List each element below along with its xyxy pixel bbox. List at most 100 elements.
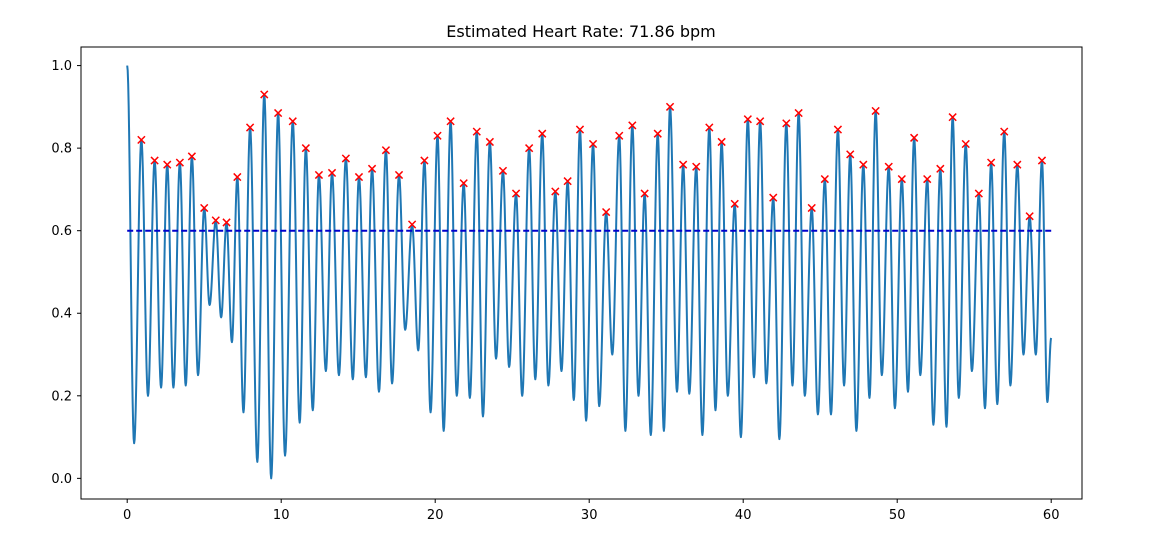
peak-marker xyxy=(137,135,146,145)
peak-marker-stroke xyxy=(459,179,468,188)
peak-marker xyxy=(884,162,893,171)
peak-marker xyxy=(200,203,209,213)
peak-marker xyxy=(1025,212,1034,221)
peak-marker xyxy=(730,199,739,208)
peak-marker xyxy=(327,168,337,178)
peak-marker xyxy=(833,125,843,134)
peak-marker xyxy=(665,102,675,111)
peak-marker-stroke xyxy=(446,117,455,126)
peak-marker-stroke xyxy=(211,216,220,225)
peak-marker-stroke xyxy=(923,174,932,184)
peak-marker-stroke xyxy=(341,154,351,163)
peak-marker xyxy=(961,139,970,149)
x-tick-label: 60 xyxy=(1043,508,1060,523)
peak-marker xyxy=(628,121,637,130)
peak-marker xyxy=(769,193,778,202)
peak-marker-stroke xyxy=(794,108,803,118)
y-tick-label: 0.6 xyxy=(51,224,72,239)
peak-marker-stroke xyxy=(782,119,791,128)
peak-marker xyxy=(743,115,752,124)
peak-marker-stroke xyxy=(948,113,957,122)
peak-marker xyxy=(897,174,906,184)
peak-marker xyxy=(588,139,598,149)
peak-marker-stroke xyxy=(743,115,752,124)
peak-marker-stroke xyxy=(884,162,893,171)
peak-marker xyxy=(245,123,255,132)
peak-marker-stroke xyxy=(301,144,310,153)
peak-marker-stroke xyxy=(897,174,906,184)
peak-marker-stroke xyxy=(150,156,159,165)
x-tick-label: 10 xyxy=(273,508,290,523)
peak-marker xyxy=(692,162,701,171)
peak-marker-stroke xyxy=(833,125,843,134)
x-tick-label: 40 xyxy=(735,508,752,523)
peak-marker xyxy=(820,174,829,184)
peak-marker-stroke xyxy=(628,121,637,130)
peak-marker xyxy=(498,166,508,175)
peak-marker-stroke xyxy=(551,187,560,196)
peak-marker xyxy=(717,137,726,147)
peak-marker-stroke xyxy=(525,144,534,153)
peak-marker-stroke xyxy=(354,172,364,182)
plot-frame xyxy=(80,46,1083,500)
peak-marker xyxy=(910,133,919,142)
peak-marker-stroke xyxy=(1025,212,1034,221)
peak-marker xyxy=(407,220,417,229)
peak-marker xyxy=(233,172,242,182)
peak-marker-stroke xyxy=(961,139,970,149)
x-tick-label: 50 xyxy=(889,508,906,523)
peak-marker xyxy=(314,170,324,180)
peak-marker xyxy=(615,131,624,140)
peak-marker-stroke xyxy=(394,170,404,180)
peak-marker-stroke xyxy=(472,127,481,136)
peak-marker xyxy=(1000,127,1009,136)
peak-marker-stroke xyxy=(910,133,919,142)
peak-marker-stroke xyxy=(730,199,739,208)
peak-marker-stroke xyxy=(615,131,624,140)
axes: 0 10 20 30 40 50 60 0.0 0.2 0.4 0.6 0.8 1.0 xyxy=(51,46,1083,523)
peak-marker-stroke xyxy=(602,207,611,217)
peak-marker-stroke xyxy=(260,90,269,99)
peak-marker xyxy=(538,129,547,138)
peak-marker xyxy=(987,158,996,167)
peak-marker xyxy=(705,123,714,132)
plot-area xyxy=(126,65,1053,480)
peak-marker-stroke xyxy=(974,189,983,198)
peak-marker xyxy=(394,170,404,180)
peak-marker xyxy=(974,189,983,198)
peak-marker xyxy=(367,164,377,173)
chart-title: Estimated Heart Rate: 71.86 bpm xyxy=(446,22,715,41)
peak-marker-stroke xyxy=(200,203,209,213)
y-tick-label: 0.2 xyxy=(51,389,72,404)
peak-marker-stroke xyxy=(692,162,701,171)
peak-marker-stroke xyxy=(756,117,765,126)
peak-marker xyxy=(679,160,688,169)
peak-marker xyxy=(485,137,495,147)
peak-marker xyxy=(1037,156,1047,165)
peak-marker xyxy=(472,127,481,136)
peak-marker-stroke xyxy=(420,156,429,165)
peak-marker-stroke xyxy=(1037,156,1047,165)
peak-marker xyxy=(341,154,351,163)
peak-marker-stroke xyxy=(498,166,508,175)
peak-marker xyxy=(459,179,468,188)
peak-marker xyxy=(175,158,184,167)
peak-marker xyxy=(273,108,283,118)
peak-marker-stroke xyxy=(485,137,495,147)
peak-marker-stroke xyxy=(588,139,598,149)
peak-marker xyxy=(794,108,803,118)
y-tick-label: 0.4 xyxy=(51,307,72,322)
peak-marker xyxy=(260,90,269,99)
peak-marker xyxy=(1013,160,1022,169)
peak-marker xyxy=(446,117,455,126)
peak-marker-stroke xyxy=(407,220,417,229)
peak-marker xyxy=(756,117,765,126)
peak-marker-stroke xyxy=(1000,127,1009,136)
peak-marker-stroke xyxy=(163,160,172,169)
peak-marker-stroke xyxy=(936,164,945,173)
peak-marker-stroke xyxy=(314,170,324,180)
peak-marker-stroke xyxy=(653,129,662,138)
peak-marker xyxy=(563,177,572,186)
